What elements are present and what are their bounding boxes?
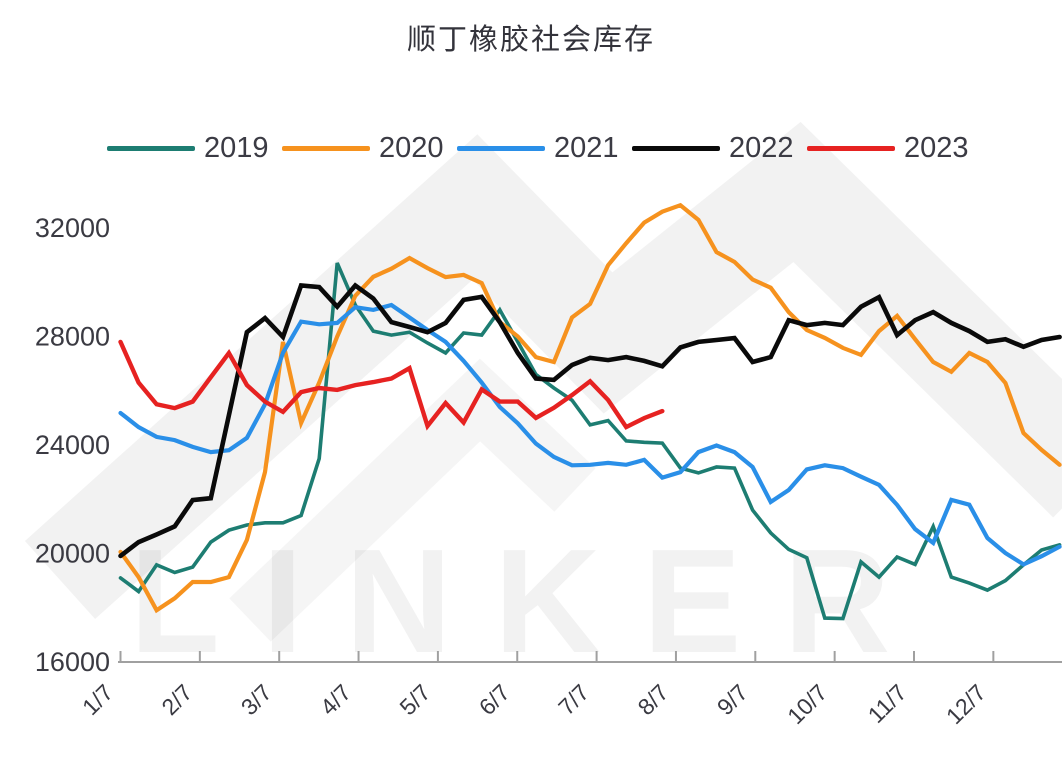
x-axis-label: 7/7 [553,679,594,720]
legend-label-2019: 2019 [204,131,269,164]
x-axis-label: 2/7 [156,679,197,720]
legend-label-2021: 2021 [554,131,619,164]
y-axis-label: 28000 [35,322,110,352]
watermark-chevron [24,121,1062,620]
legend-item-2020: 2020 [282,132,444,164]
series-line-2020 [118,202,1062,614]
series-line-2019 [118,262,1062,621]
series-line-2023 [118,339,665,431]
legend-swatch-2020 [282,145,370,151]
y-axis-label: 32000 [35,213,110,243]
x-axis-label: 11/7 [863,679,912,728]
legend-item-2023: 2023 [807,132,969,164]
legend-item-2022: 2022 [632,132,794,164]
x-axis-label: 1/7 [77,679,118,720]
x-axis-label: 5/7 [394,679,435,720]
watermark-logo: LINKER [24,121,1062,684]
legend-swatch-2023 [807,145,895,151]
legend-swatch-2019 [107,145,195,151]
legend-label-2022: 2022 [729,131,794,164]
x-axis-label: 4/7 [315,679,356,720]
x-axis-label: 3/7 [236,679,277,720]
x-axis-label: 6/7 [474,679,515,720]
y-axis-label: 20000 [35,539,110,569]
watermark-text: LINKER [130,519,933,684]
chart-title: 顺丁橡胶社会库存 [406,24,655,56]
legend-label-2023: 2023 [904,131,969,164]
x-axis-label: 10/7 [782,679,832,729]
x-axis-label: 8/7 [632,679,673,720]
watermark-chevron-small [229,358,596,642]
legend-label-2020: 2020 [379,131,444,164]
x-axis-label: 9/7 [712,679,753,720]
legend-swatch-2021 [457,145,545,151]
series-lines [118,202,1062,621]
legend-item-2019: 2019 [107,132,269,164]
x-axis-label: 12/7 [941,679,991,729]
series-line-2022 [118,282,1062,559]
y-axis-label: 16000 [35,647,110,677]
y-axis-label: 24000 [35,430,110,460]
legend-swatch-2022 [632,145,720,151]
series-line-2021 [118,302,1062,567]
legend-item-2021: 2021 [457,132,619,164]
